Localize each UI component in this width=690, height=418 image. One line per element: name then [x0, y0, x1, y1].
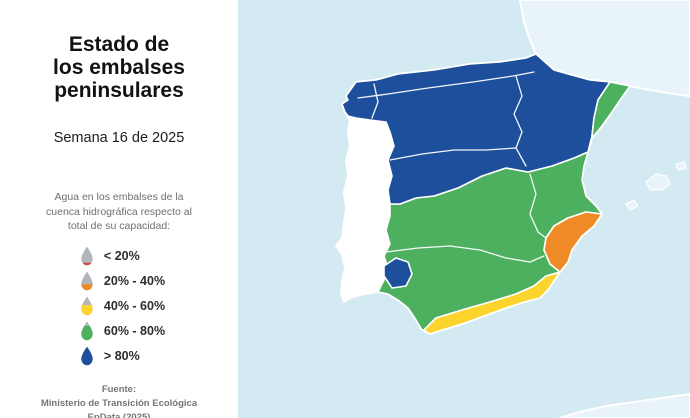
map-region-catalonia-coast	[591, 81, 631, 139]
title-line-3: peninsulares	[54, 79, 184, 103]
water-drop-icon	[81, 321, 93, 341]
source-line-3: EpData (2025)	[87, 412, 151, 418]
source-note: Fuente: Ministerio de Transición Ecológi…	[41, 383, 197, 418]
map-panel	[238, 0, 690, 418]
title-line-2: los embalses	[53, 56, 185, 80]
menorca-island	[675, 161, 687, 171]
jucar-guadiana-divide-line	[529, 173, 547, 239]
legend-item-label: > 80%	[103, 348, 140, 363]
legend-item: 40% - 60%	[79, 296, 165, 316]
page-title: Estado de los embalses peninsulares	[53, 33, 185, 102]
legend-item-label: 20% - 40%	[103, 273, 166, 288]
balearic-islands	[625, 161, 687, 211]
water-drop-icon	[81, 346, 93, 366]
map-region-huelva-coast	[383, 257, 413, 289]
mallorca-island	[645, 173, 671, 191]
week-label: Semana 16 de 2025	[53, 130, 185, 147]
basin-boundary-lines	[357, 71, 547, 263]
legend-item: > 80%	[79, 346, 165, 366]
map-region-mediterranean-andalusia	[423, 271, 561, 335]
guadiana-guadalquivir-divide-line	[385, 245, 545, 263]
water-drop-icon	[81, 296, 93, 316]
water-drop-icon	[81, 271, 93, 291]
legend-intro: Agua en los embalses de la cuenca hidrog…	[46, 191, 192, 233]
galicia-divide-line	[371, 83, 379, 119]
spain-basins-map	[238, 0, 690, 418]
cantabrian-divide-line	[357, 71, 535, 99]
legend-item: < 20%	[79, 246, 165, 266]
source-line-1: Fuente:	[101, 383, 137, 395]
ibiza-island	[625, 199, 639, 211]
duero-ebro-divide-line	[513, 75, 527, 167]
info-panel: Estado de los embalses peninsulares Sema…	[0, 0, 238, 418]
legend-list: < 20% 20% - 40% 40% - 60% 60% - 80% > 80%	[79, 246, 165, 366]
africa-shape	[559, 393, 690, 418]
legend-item-label: < 20%	[103, 248, 140, 263]
legend-item: 20% - 40%	[79, 271, 165, 291]
title-line-1: Estado de	[68, 33, 170, 56]
legend-item-label: 40% - 60%	[103, 298, 166, 313]
source-line-2: Ministerio de Transición Ecológica	[40, 397, 198, 409]
map-region-segura-basin	[543, 211, 603, 273]
water-drop-icon	[81, 246, 93, 266]
legend-item: 60% - 80%	[79, 321, 165, 341]
legend-item-label: 60% - 80%	[103, 323, 166, 338]
duero-tajo-divide-line	[389, 147, 517, 161]
